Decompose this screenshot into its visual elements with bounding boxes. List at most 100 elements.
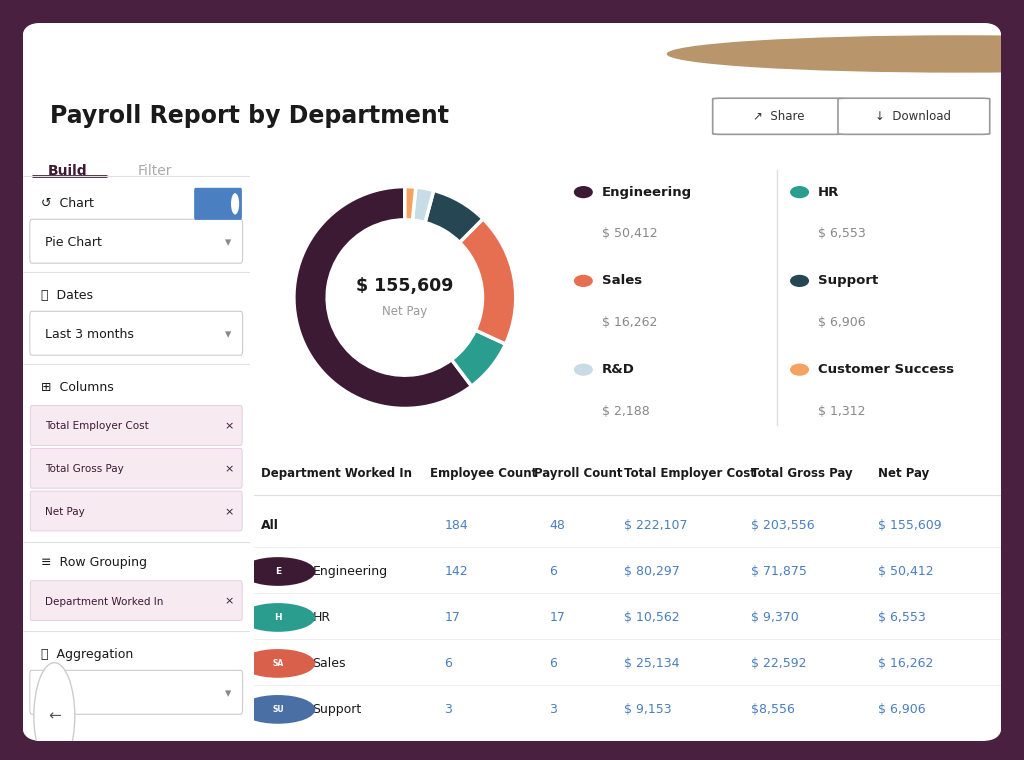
Text: Total Gross Pay: Total Gross Pay — [45, 464, 124, 474]
Text: $ 16,262: $ 16,262 — [879, 657, 934, 670]
Text: 3: 3 — [444, 703, 453, 716]
Circle shape — [791, 363, 809, 375]
Circle shape — [573, 363, 593, 375]
Text: $ 1,312: $ 1,312 — [818, 405, 865, 418]
Wedge shape — [460, 219, 516, 344]
Text: $ 22,592: $ 22,592 — [751, 657, 807, 670]
Text: Net Pay: Net Pay — [879, 467, 930, 480]
Text: Net Pay: Net Pay — [382, 306, 427, 318]
Text: ⊞  Columns: ⊞ Columns — [41, 382, 114, 394]
FancyBboxPatch shape — [31, 448, 242, 488]
Text: ↓  Download: ↓ Download — [876, 109, 951, 123]
Text: $ 25,134: $ 25,134 — [624, 657, 680, 670]
Text: 184: 184 — [444, 519, 468, 532]
Text: $ 6,553: $ 6,553 — [879, 611, 926, 624]
Text: $ 16,262: $ 16,262 — [602, 316, 657, 329]
Text: Support: Support — [818, 274, 879, 287]
Wedge shape — [452, 330, 506, 386]
Text: ×: × — [224, 597, 233, 606]
Text: $ 6,906: $ 6,906 — [879, 703, 926, 716]
Text: Last 3 months: Last 3 months — [45, 328, 134, 341]
Wedge shape — [425, 191, 483, 242]
Text: HR: HR — [312, 611, 331, 624]
Text: Filter: Filter — [137, 164, 172, 178]
Text: $ 222,107: $ 222,107 — [624, 519, 687, 532]
Text: HR: HR — [818, 185, 840, 198]
Text: $8,556: $8,556 — [751, 703, 795, 716]
Text: Total Gross Pay: Total Gross Pay — [751, 467, 853, 480]
Text: 6: 6 — [444, 657, 453, 670]
Text: 48: 48 — [549, 519, 565, 532]
Text: ↗  Share: ↗ Share — [753, 109, 805, 123]
Text: Total Employer Cost: Total Employer Cost — [45, 421, 150, 432]
Text: 17: 17 — [549, 611, 565, 624]
Circle shape — [791, 275, 809, 287]
Text: Total Employer Cost: Total Employer Cost — [624, 467, 756, 480]
Text: All: All — [261, 519, 280, 532]
Circle shape — [241, 557, 315, 586]
Text: ≡≡≡: ≡≡≡ — [54, 44, 106, 64]
Text: 6: 6 — [549, 565, 557, 578]
Circle shape — [241, 649, 315, 678]
FancyBboxPatch shape — [31, 406, 242, 445]
Text: $ 2,188: $ 2,188 — [602, 405, 649, 418]
Text: Payroll Count: Payroll Count — [535, 467, 623, 480]
Circle shape — [667, 35, 1024, 73]
Text: SA: SA — [272, 659, 284, 668]
Text: ←: ← — [48, 708, 60, 724]
Text: Pie Chart: Pie Chart — [45, 236, 102, 249]
FancyBboxPatch shape — [31, 491, 242, 531]
Text: ≡  Row Grouping: ≡ Row Grouping — [41, 556, 146, 569]
Text: Department Worked In: Department Worked In — [45, 597, 164, 606]
Text: Sales: Sales — [602, 274, 642, 287]
Text: $ 155,609: $ 155,609 — [879, 519, 942, 532]
Wedge shape — [413, 187, 434, 223]
Text: H: H — [274, 613, 282, 622]
Text: Build: Build — [48, 164, 88, 178]
FancyBboxPatch shape — [30, 670, 243, 714]
Circle shape — [34, 663, 75, 760]
Text: $ 10,562: $ 10,562 — [624, 611, 680, 624]
Text: $ 6,553: $ 6,553 — [818, 227, 866, 240]
FancyBboxPatch shape — [30, 220, 243, 263]
Text: ×: × — [224, 464, 233, 474]
Circle shape — [241, 695, 315, 724]
Text: Payroll Report by Department: Payroll Report by Department — [50, 104, 449, 128]
Text: 📅  Dates: 📅 Dates — [41, 290, 93, 302]
Text: ⧃  Aggregation: ⧃ Aggregation — [41, 648, 133, 661]
Text: Department Worked In: Department Worked In — [261, 467, 413, 480]
Circle shape — [231, 193, 240, 214]
FancyBboxPatch shape — [23, 23, 1001, 741]
Text: $ 71,875: $ 71,875 — [751, 565, 807, 578]
Text: E: E — [274, 567, 281, 576]
Text: $ 80,297: $ 80,297 — [624, 565, 680, 578]
Text: 3: 3 — [549, 703, 557, 716]
Text: ▾: ▾ — [225, 687, 231, 700]
Text: ↺  Chart: ↺ Chart — [41, 198, 93, 211]
Text: Customer Success: Customer Success — [818, 363, 954, 376]
Text: $ 9,370: $ 9,370 — [751, 611, 799, 624]
Wedge shape — [294, 187, 472, 408]
Text: 17: 17 — [444, 611, 461, 624]
Text: ▾: ▾ — [225, 236, 231, 249]
Circle shape — [791, 186, 809, 198]
Text: Sum: Sum — [45, 687, 74, 700]
Text: Net Pay: Net Pay — [45, 507, 85, 517]
Text: 142: 142 — [444, 565, 468, 578]
Text: Engineering: Engineering — [602, 185, 692, 198]
Text: Employee Count: Employee Count — [430, 467, 537, 480]
Circle shape — [573, 275, 593, 287]
FancyBboxPatch shape — [713, 98, 845, 135]
Text: SU: SU — [272, 705, 284, 714]
Circle shape — [241, 603, 315, 632]
FancyBboxPatch shape — [31, 581, 242, 620]
Text: ×: × — [224, 507, 233, 517]
Text: $ 203,556: $ 203,556 — [751, 519, 815, 532]
Wedge shape — [404, 187, 416, 220]
FancyBboxPatch shape — [195, 188, 242, 220]
Text: $ 50,412: $ 50,412 — [602, 227, 657, 240]
Circle shape — [573, 186, 593, 198]
FancyBboxPatch shape — [838, 98, 990, 135]
Text: $ 6,906: $ 6,906 — [818, 316, 865, 329]
Text: $ 155,609: $ 155,609 — [356, 277, 454, 296]
